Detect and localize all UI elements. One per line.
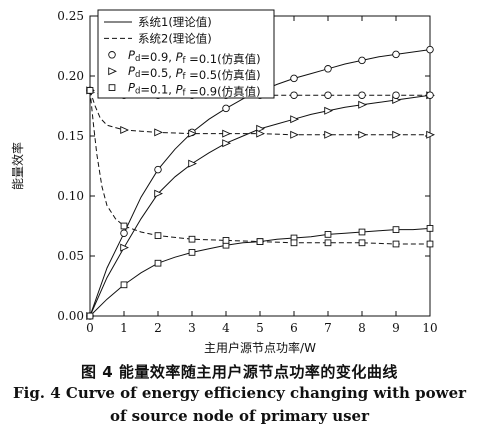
legend-label: Pd=0.1, Pf =0.9(仿真值) (128, 81, 261, 99)
x-tick-label: 0 (86, 321, 94, 335)
y-tick-label: 0.10 (57, 189, 84, 203)
data-point-square-5 (256, 238, 264, 245)
data-point-circle-3 (392, 91, 400, 99)
data-point-square-2 (324, 231, 332, 238)
data-point-circle-0 (154, 165, 162, 174)
data-point-circle-0 (426, 45, 434, 54)
data-point-square-2 (120, 281, 128, 289)
data-point-circle-3 (324, 91, 332, 99)
data-point-square-5 (392, 240, 400, 248)
data-point-square-2 (392, 226, 400, 233)
data-point-square-5 (154, 232, 162, 239)
y-tick-label: 0.20 (57, 69, 84, 83)
data-point-triangle-1 (120, 243, 129, 252)
series-line-5 (89, 90, 430, 245)
data-point-square-5 (222, 237, 230, 244)
data-point-triangle-4 (290, 130, 299, 139)
data-point-square-5 (426, 240, 434, 248)
data-point-circle-0 (392, 50, 400, 59)
data-point-circle-0 (358, 56, 366, 65)
data-point-triangle-4 (222, 129, 231, 138)
data-point-triangle-1 (290, 115, 299, 124)
x-tick-label: 4 (222, 321, 230, 335)
plot-axes: 0 1 2 3 4 5 6 7 8 9 10 0.00 0.05 0.10 0.15 0.20 0.25 主用户源… (10, 9, 438, 355)
legend-label: 系统2(理论值) (138, 31, 212, 45)
x-tick-label: 5 (256, 321, 264, 335)
legend-box (97, 9, 275, 99)
data-point-circle-0 (324, 65, 332, 73)
data-point-square-2 (86, 312, 94, 320)
x-tick-label: 8 (358, 321, 366, 335)
data-point-circle-3 (358, 91, 366, 99)
y-tick-label: 0.25 (57, 9, 84, 23)
x-tick-label: 6 (290, 321, 298, 335)
data-point-triangle-4 (256, 129, 265, 138)
x-tick-label: 1 (120, 321, 128, 335)
data-point-triangle-1 (256, 124, 265, 133)
data-point-triangle-4 (188, 129, 197, 138)
legend-label: Pd=0.9, Pf =0.1(仿真值) (128, 48, 261, 66)
data-point-square-5 (120, 222, 128, 230)
x-tick-label: 7 (324, 321, 332, 335)
x-axis-title: 主用户源节点功率/W (204, 340, 316, 355)
figure-caption-english-line2: of source node of primary user (110, 407, 369, 425)
y-tick-label: 0.05 (57, 249, 84, 263)
figure-caption-chinese: 图 4 能量效率随主用户源节点功率的变化曲线 (81, 363, 398, 381)
data-point-circle-0 (290, 74, 298, 83)
series-line-4 (89, 90, 430, 136)
legend-label: Pd=0.5, Pf =0.5(仿真值) (128, 64, 261, 82)
data-point-square-2 (426, 225, 434, 232)
legend-marker-triangle (108, 67, 117, 76)
data-point-circle-3 (290, 91, 298, 99)
legend-label: 系统1(理论值) (138, 15, 212, 29)
data-point-triangle-4 (120, 125, 129, 135)
data-point-triangle-1 (358, 100, 367, 109)
data-point-square-5 (358, 239, 366, 247)
data-point-circle-0 (120, 229, 128, 237)
data-point-square-2 (188, 249, 196, 256)
legend-marker-square (108, 84, 116, 91)
figure-caption-english-line1: Fig. 4 Curve of energy efficiency changi… (12, 384, 467, 402)
data-point-circle-3 (426, 91, 434, 99)
data-point-triangle-1 (188, 159, 197, 168)
data-point-triangle-4 (154, 128, 163, 137)
legend-marker-circle (108, 51, 116, 59)
data-point-square-2 (154, 259, 162, 267)
x-tick-label: 9 (392, 321, 400, 335)
data-point-triangle-4 (324, 130, 333, 139)
data-point-square-5 (188, 235, 196, 243)
x-tick-label: 10 (422, 321, 437, 335)
x-tick-label: 3 (188, 321, 196, 335)
data-point-square-5 (324, 239, 332, 247)
data-point-circle-0 (222, 104, 230, 113)
data-point-square-2 (358, 228, 366, 236)
x-tick-label: 2 (154, 321, 162, 335)
data-point-triangle-1 (222, 139, 231, 148)
y-tick-label: 0.15 (57, 129, 84, 143)
data-point-square-5 (86, 87, 94, 94)
data-point-triangle-1 (154, 189, 163, 198)
data-point-triangle-1 (324, 106, 333, 115)
y-tick-label: 0.00 (57, 309, 84, 323)
data-point-triangle-4 (392, 130, 401, 139)
data-point-square-5 (290, 239, 298, 247)
data-point-triangle-4 (426, 130, 435, 139)
data-point-triangle-4 (358, 130, 367, 139)
energy-efficiency-chart: 0 1 2 3 4 5 6 7 8 9 10 0.00 0.05 0.10 0.15 0.20 0.25 主用户源… (10, 9, 438, 355)
legend: 系统1(理论值)系统2(理论值)Pd=0.9, Pf =0.1(仿真值)Pd=0… (97, 9, 275, 99)
y-axis-title: 能量效率 (10, 142, 25, 190)
